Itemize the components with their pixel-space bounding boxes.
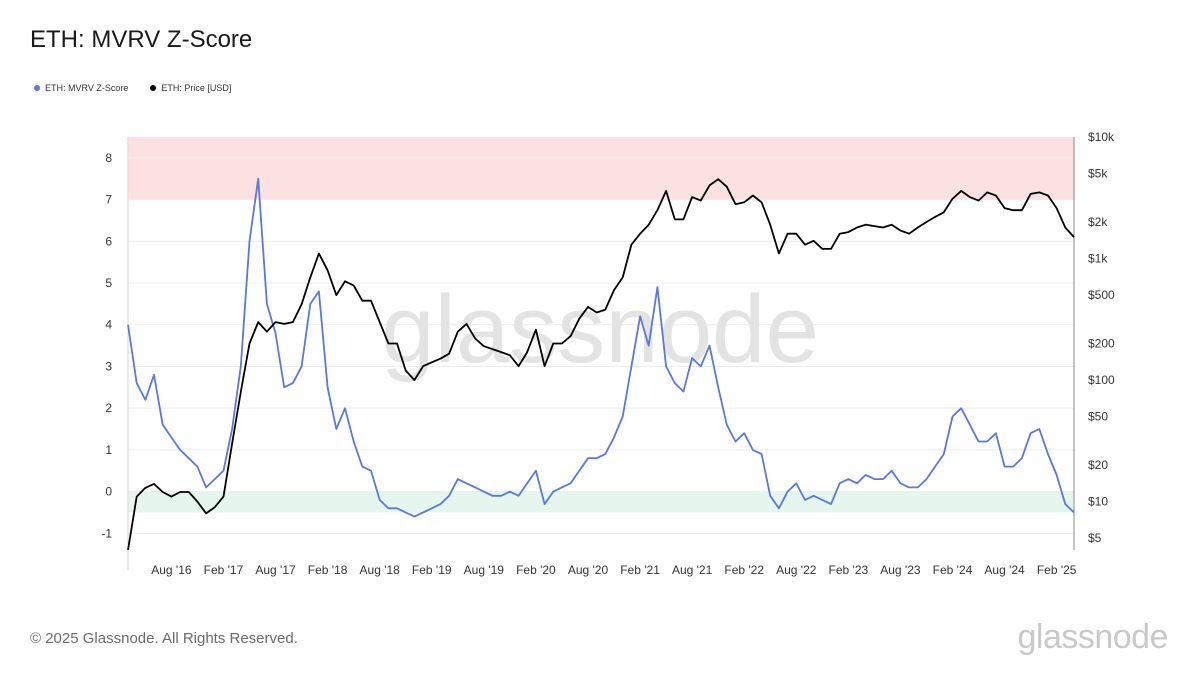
x-tick-label: Feb '23 xyxy=(829,563,869,577)
y-left-tick-label: 5 xyxy=(105,276,112,290)
y-right-tick-label: $10k xyxy=(1088,130,1115,144)
y-right-tick-label: $2k xyxy=(1088,215,1108,229)
x-tick-label: Aug '19 xyxy=(464,563,505,577)
y-right-tick-label: $100 xyxy=(1088,373,1115,387)
legend-label-zscore: ETH: MVRV Z-Score xyxy=(45,83,129,93)
y-left-tick-label: 3 xyxy=(105,359,112,373)
x-tick-label: Aug '20 xyxy=(568,563,609,577)
x-tick-label: Aug '16 xyxy=(151,563,192,577)
x-tick-label: Aug '22 xyxy=(776,563,817,577)
y-right-tick-label: $500 xyxy=(1088,288,1115,302)
y-left-tick-label: 0 xyxy=(105,485,112,499)
legend-dot-zscore xyxy=(34,85,40,91)
y-right-tick-label: $5k xyxy=(1088,167,1108,181)
zone-undervalued xyxy=(128,491,1074,513)
legend-dot-price xyxy=(150,85,157,91)
chart-legend: ETH: MVRV Z-Score ETH: Price [USD] xyxy=(34,83,231,93)
series-line-price xyxy=(127,178,1075,551)
chart-watermark: glassnode xyxy=(381,276,819,383)
copyright-text: © 2025 Glassnode. All Rights Reserved. xyxy=(30,630,298,647)
x-tick-label: Aug '17 xyxy=(255,563,296,577)
x-tick-label: Feb '20 xyxy=(516,563,556,577)
x-tick-label: Feb '17 xyxy=(204,563,244,577)
legend-item-price[interactable]: ETH: Price [USD] xyxy=(150,83,231,93)
y-left-tick-label: 6 xyxy=(105,234,112,248)
series-line-zscore xyxy=(127,177,1075,518)
y-left-tick-label: 1 xyxy=(105,443,112,457)
x-tick-label: Feb '18 xyxy=(308,563,348,577)
y-left-tick-label: 2 xyxy=(105,401,112,415)
brand-logo: glassnode xyxy=(1017,618,1168,656)
x-tick-label: Aug '18 xyxy=(360,563,401,577)
y-right-tick-label: $50 xyxy=(1088,410,1108,424)
x-tick-label: Feb '24 xyxy=(933,563,973,577)
x-tick-label: Aug '24 xyxy=(984,563,1025,577)
y-right-tick-label: $5 xyxy=(1088,531,1102,545)
y-left-tick-label: 7 xyxy=(105,193,112,207)
y-right-tick-label: $10 xyxy=(1088,495,1108,509)
x-tick-label: Aug '23 xyxy=(880,563,921,577)
x-tick-label: Feb '25 xyxy=(1037,563,1077,577)
x-tick-label: Feb '22 xyxy=(724,563,764,577)
y-right-tick-label: $200 xyxy=(1088,337,1115,351)
y-left-tick-label: -1 xyxy=(101,526,112,540)
zone-overvalued xyxy=(128,137,1074,200)
x-tick-label: Feb '21 xyxy=(620,563,660,577)
page-title: ETH: MVRV Z-Score xyxy=(30,26,253,53)
legend-item-zscore[interactable]: ETH: MVRV Z-Score xyxy=(34,83,128,93)
x-tick-label: Aug '21 xyxy=(672,563,713,577)
legend-label-price: ETH: Price [USD] xyxy=(161,83,232,93)
x-tick-label: Feb '19 xyxy=(412,563,452,577)
y-left-tick-label: 4 xyxy=(105,318,112,332)
y-right-tick-label: $20 xyxy=(1088,458,1108,472)
y-right-tick-label: $1k xyxy=(1088,252,1108,266)
y-left-tick-label: 8 xyxy=(105,151,112,165)
